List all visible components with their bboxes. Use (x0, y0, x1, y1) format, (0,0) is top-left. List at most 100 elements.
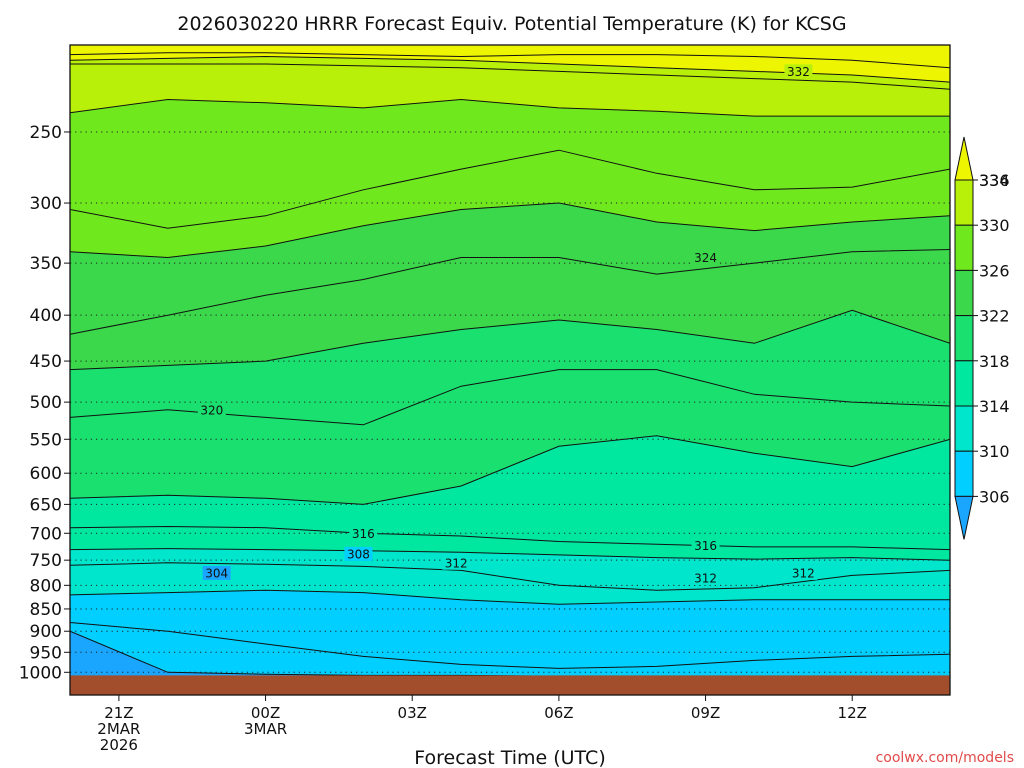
colorbar-tick-label: 336 (979, 171, 1010, 190)
y-tick-label: 550 (30, 430, 62, 450)
contour-label: 304 (205, 566, 228, 580)
x-tick-label: 12Z (838, 704, 867, 722)
contour-label-bg (784, 64, 813, 79)
contour-line-308 (70, 622, 950, 669)
colorbar-tick-label: 330 (979, 216, 1010, 235)
colorbar-tick-label: 326 (979, 261, 1010, 280)
y-tick-label: 900 (30, 622, 62, 642)
color-band-326-328 (70, 150, 950, 258)
colorbar-tick-label: 310 (979, 442, 1010, 461)
color-band-330-332 (70, 64, 950, 117)
credit-text: coolwx.com/models (876, 750, 1014, 766)
y-tick-label: 600 (30, 464, 62, 484)
y-tick-label: 850 (30, 600, 62, 620)
contour-label: 312 (792, 566, 815, 580)
plot-area: 332 324 320 316 316 312 312 312 308 304 (69, 44, 951, 696)
contour-line-316 (70, 525, 950, 551)
contour-label-bg (202, 565, 231, 580)
contour-line-326 (70, 202, 950, 259)
contour-line-332 (70, 63, 950, 90)
contour-label: 312 (445, 556, 468, 570)
color-band-top (70, 45, 950, 68)
contour-line-328 (70, 149, 950, 229)
contour-line-312 (70, 562, 950, 591)
contour-label-bg (789, 565, 818, 580)
contour-label: 316 (352, 527, 375, 541)
contour-line-310 (70, 589, 950, 605)
contour-label: 312 (694, 571, 717, 585)
x-tick-label: 06Z (544, 704, 573, 722)
colorbar-swatch (954, 360, 974, 407)
x-tick-label: 00Z (251, 704, 280, 722)
pressure-gridlines (70, 131, 950, 673)
y-tick-label: 350 (30, 254, 62, 274)
color-band-328-330 (70, 99, 950, 229)
colorbar-top-arrow (954, 136, 974, 181)
contour-label: 332 (787, 65, 810, 79)
contour-labels: 332 324 320 316 316 312 312 312 308 304 (197, 64, 818, 585)
y-tick-label: 500 (30, 393, 62, 413)
contour-label-bg (197, 402, 226, 417)
colorbar-swatch (954, 269, 974, 317)
y-tick-label: 250 (30, 123, 62, 143)
colorbar-swatch (954, 450, 974, 497)
colorbar-swatch (954, 179, 974, 226)
plot-frame (69, 44, 951, 696)
contour-label: 308 (347, 547, 370, 561)
colorbar-swatch (954, 315, 974, 362)
color-band-324-326 (70, 203, 950, 335)
x-tick-label: 09Z (691, 704, 720, 722)
y-tick-label: 450 (30, 352, 62, 372)
color-band-310-312 (70, 562, 950, 605)
y-tick-label: 650 (30, 495, 62, 515)
y-tick-label: 800 (30, 576, 62, 596)
y-tick-label: 700 (30, 524, 62, 544)
contour-line-324 (70, 249, 950, 335)
contour-line-318 (70, 435, 950, 505)
contour-line-336 (70, 52, 950, 69)
color-band-316-318 (70, 435, 950, 550)
contour-label-bg (442, 555, 471, 570)
contour-label: 320 (200, 403, 223, 417)
contour-label-bg (344, 546, 373, 561)
contour-line-314 (70, 548, 950, 561)
color-band-314-316 (70, 526, 950, 561)
y-tick-label: 750 (30, 551, 62, 571)
contour-label-bg (691, 250, 720, 265)
color-band-318-320 (70, 369, 950, 505)
ground-surface (70, 675, 950, 695)
color-band-334-336 (70, 52, 950, 83)
color-band-332-334 (70, 56, 950, 90)
y-axis-pressure: 2503003504004505005506006507007508008509… (19, 123, 70, 683)
color-band-320-322 (70, 310, 950, 425)
x-tick-label: 3MAR (244, 720, 287, 738)
ground-fill (70, 675, 950, 695)
contour-line-322 (70, 309, 950, 371)
color-band-306-308 (70, 622, 950, 677)
color-band-308-310 (70, 590, 950, 669)
contour-label-bg (691, 570, 720, 585)
colorbar-swatch (954, 405, 974, 452)
x-tick-label: 2MAR (97, 720, 140, 738)
contour-label-bg (691, 538, 720, 553)
colorbar-tick-label: 322 (979, 307, 1010, 326)
x-tick-label: 2026 (100, 736, 138, 754)
contour-label: 324 (694, 251, 717, 265)
contour-line-330 (70, 98, 950, 117)
colorbar-tick-label: 306 (979, 487, 1010, 506)
y-tick-label: 1000 (19, 663, 62, 683)
color-bands (70, 45, 950, 695)
colorbar-tick-label: 318 (979, 352, 1010, 371)
contour-label: 316 (694, 539, 717, 553)
chart-title: 2026030220 HRRR Forecast Equiv. Potentia… (177, 13, 846, 35)
colorbar-tick-label: 314 (979, 397, 1010, 416)
x-tick-label: 21Z (104, 704, 133, 722)
colorbar-tick-label: 334 (979, 171, 1010, 190)
x-axis-label: Forecast Time (UTC) (414, 747, 605, 768)
x-tick-label: 03Z (398, 704, 427, 722)
y-tick-label: 950 (30, 643, 62, 663)
contour-label-bg (349, 526, 378, 541)
y-tick-label: 400 (30, 306, 62, 326)
